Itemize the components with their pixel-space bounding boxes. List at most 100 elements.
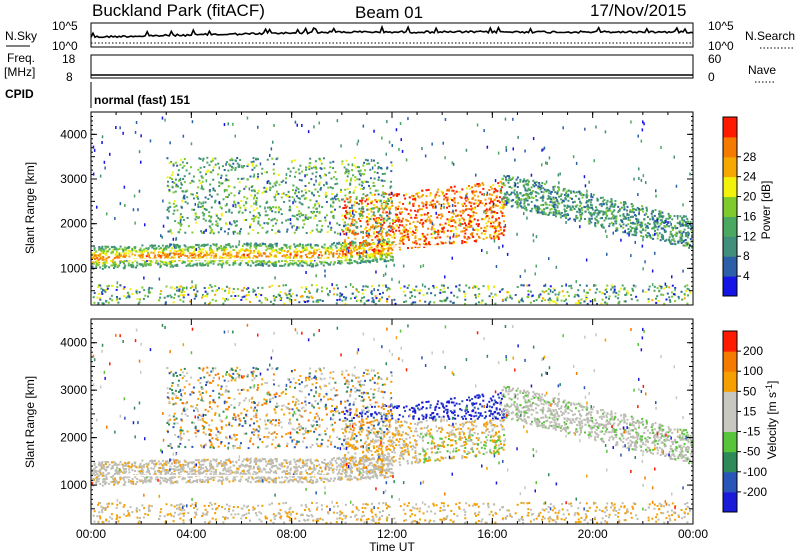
scatter-point [431, 203, 434, 206]
scatter-point [203, 287, 206, 289]
scatter-point [267, 261, 269, 263]
scatter-point [340, 144, 342, 148]
scatter-point [190, 253, 193, 256]
scatter-point [300, 195, 303, 198]
scatter-point [458, 219, 461, 222]
scatter-point [380, 227, 382, 231]
scatter-point [209, 249, 212, 252]
scatter-point [468, 201, 471, 204]
scatter-point [248, 256, 251, 259]
scatter-point [359, 254, 361, 258]
scatter-point [556, 296, 559, 299]
scatter-point [227, 252, 230, 254]
scatter-point [415, 216, 418, 219]
scatter-point [170, 247, 173, 249]
scatter-point [206, 156, 209, 159]
scatter-point [294, 200, 297, 203]
scatter-point [399, 122, 402, 125]
scatter-point [679, 236, 682, 239]
scatter-point [638, 211, 640, 215]
scatter-point [202, 251, 205, 254]
scatter-point [183, 194, 186, 197]
scatter-point [515, 202, 518, 205]
scatter-point [252, 175, 255, 178]
scatter-point [177, 173, 180, 176]
scatter-point [331, 283, 333, 287]
scatter-point [467, 225, 469, 228]
scatter-point [145, 255, 148, 258]
scatter-point [405, 158, 408, 162]
scatter-point [306, 249, 309, 252]
scatter-point [345, 217, 348, 220]
scatter-point [309, 262, 312, 265]
scatter-point [474, 228, 477, 231]
scatter-point [209, 284, 212, 287]
scatter-point [342, 198, 345, 201]
scatter-point [305, 168, 307, 171]
scatter-point [183, 261, 185, 264]
scatter-point [494, 229, 497, 232]
scatter-point [450, 219, 453, 222]
scatter-point [465, 205, 467, 207]
scatter-point [387, 287, 390, 290]
scatter-point [573, 200, 576, 203]
scatter-point [193, 256, 196, 259]
scatter-point [417, 205, 420, 208]
scatter-point [258, 259, 261, 262]
scatter-point [365, 180, 368, 183]
scatter-point [296, 250, 299, 253]
scatter-point [202, 214, 205, 217]
scatter-point [540, 299, 543, 302]
scatter-point [483, 226, 486, 229]
scatter-point [567, 218, 570, 221]
scatter-point [344, 253, 347, 256]
scatter-point [538, 296, 541, 299]
scatter-point [271, 157, 274, 160]
scatter-point [168, 201, 171, 204]
scatter-point [457, 214, 460, 217]
scatter-point [404, 197, 407, 200]
scatter-point [407, 247, 409, 249]
scatter-point [293, 255, 296, 258]
scatter-point [364, 169, 366, 172]
scatter-point [460, 214, 463, 217]
scatter-point [279, 248, 282, 251]
scatter-point [497, 151, 500, 155]
scatter-point [312, 265, 314, 268]
scatter-point [524, 199, 527, 202]
scatter-point [319, 220, 322, 222]
scatter-point [339, 262, 342, 265]
scatter-point [195, 293, 198, 296]
scatter-point [675, 227, 677, 230]
scatter-point [641, 229, 644, 231]
scatter-point [239, 230, 242, 233]
scatter-point [348, 246, 351, 249]
scatter-point [344, 302, 347, 305]
scatter-point [525, 192, 528, 195]
scatter-point [146, 259, 148, 263]
scatter-point [387, 260, 390, 262]
scatter-point [418, 191, 420, 194]
scatter-point [134, 254, 137, 257]
scatter-point [257, 286, 260, 289]
scatter-point [676, 216, 679, 220]
scatter-point [241, 211, 244, 214]
scatter-point [550, 200, 553, 203]
scatter-point [315, 228, 318, 231]
scatter-point [421, 232, 424, 235]
scatter-point [474, 199, 477, 202]
scatter-point [385, 205, 388, 208]
scatter-point [367, 229, 370, 232]
scatter-point [182, 296, 185, 299]
scatter-point [442, 191, 444, 194]
scatter-point [460, 196, 463, 199]
scatter-point [403, 230, 406, 233]
scatter-point [304, 174, 306, 178]
scatter-point [469, 220, 472, 223]
scatter-point [289, 262, 292, 265]
scatter-point [118, 252, 121, 256]
scatter-point [344, 285, 347, 288]
scatter-point [373, 193, 376, 196]
scatter-point [533, 204, 536, 207]
scatter-point [131, 292, 134, 295]
